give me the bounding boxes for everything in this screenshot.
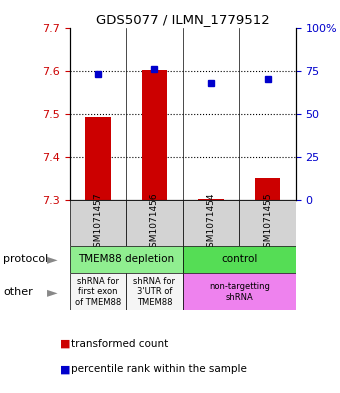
Text: GSM1071454: GSM1071454 — [206, 193, 216, 253]
Text: GSM1071455: GSM1071455 — [263, 193, 272, 253]
Text: GSM1071456: GSM1071456 — [150, 193, 159, 253]
Bar — [85, 118, 111, 200]
Text: TMEM88 depletion: TMEM88 depletion — [78, 254, 174, 264]
Text: shRNA for
first exon
of TMEM88: shRNA for first exon of TMEM88 — [75, 277, 121, 307]
Text: ►: ► — [47, 252, 58, 266]
Text: control: control — [221, 254, 257, 264]
Text: transformed count: transformed count — [71, 339, 169, 349]
Text: ■: ■ — [59, 364, 70, 375]
Bar — [126, 200, 183, 246]
Text: shRNA for
3'UTR of
TMEM88: shRNA for 3'UTR of TMEM88 — [134, 277, 175, 307]
Text: ►: ► — [47, 285, 58, 299]
Bar — [183, 273, 296, 310]
Text: GSM1071457: GSM1071457 — [94, 193, 102, 253]
Text: ■: ■ — [59, 339, 70, 349]
Text: percentile rank within the sample: percentile rank within the sample — [71, 364, 247, 375]
Text: non-targetting
shRNA: non-targetting shRNA — [209, 282, 270, 301]
Title: GDS5077 / ILMN_1779512: GDS5077 / ILMN_1779512 — [96, 13, 270, 26]
Bar — [255, 178, 280, 200]
Bar — [70, 200, 126, 246]
Bar — [70, 246, 183, 273]
Bar — [126, 273, 183, 310]
Text: other: other — [3, 287, 33, 297]
Bar — [183, 246, 296, 273]
Bar — [239, 200, 296, 246]
Bar — [70, 273, 126, 310]
Bar — [142, 70, 167, 200]
Bar — [198, 199, 224, 200]
Text: protocol: protocol — [3, 254, 49, 264]
Bar — [183, 200, 239, 246]
